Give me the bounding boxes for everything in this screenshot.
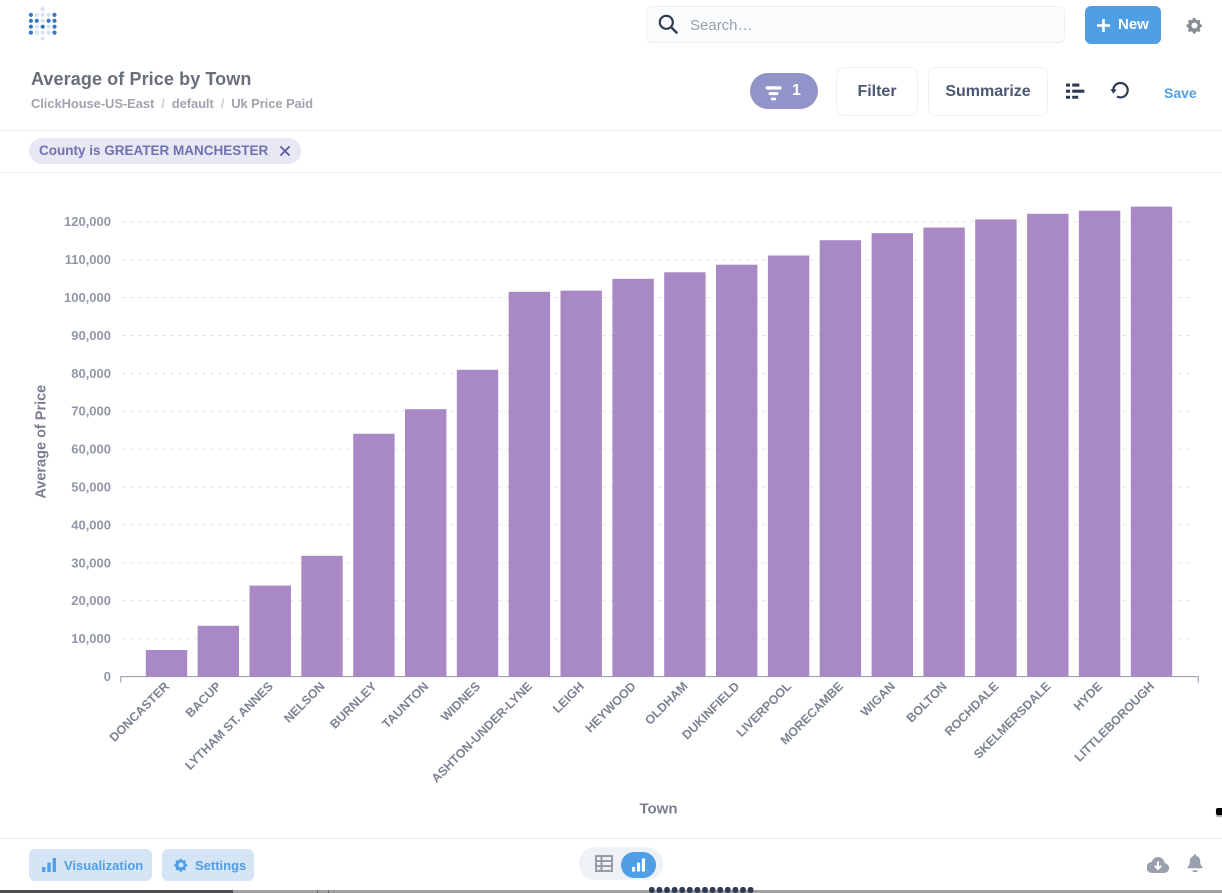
svg-text:HYDE: HYDE	[1071, 679, 1105, 713]
svg-text:WIDNES: WIDNES	[438, 679, 483, 724]
svg-text:50,000: 50,000	[71, 480, 111, 495]
svg-text:OLDHAM: OLDHAM	[642, 679, 690, 727]
svg-text:ASHTON-UNDER-LYNE: ASHTON-UNDER-LYNE	[429, 679, 535, 785]
svg-text:0: 0	[104, 669, 111, 684]
svg-text:10,000: 10,000	[71, 631, 111, 646]
svg-text:110,000: 110,000	[65, 252, 111, 267]
svg-text:TAUNTON: TAUNTON	[379, 679, 431, 731]
svg-text:120,000: 120,000	[64, 214, 111, 229]
svg-text:LEIGH: LEIGH	[550, 679, 587, 716]
svg-text:40,000: 40,000	[71, 517, 111, 532]
svg-text:30,000: 30,000	[71, 555, 111, 570]
svg-text:20,000: 20,000	[71, 593, 111, 608]
svg-text:Average of Price: Average of Price	[34, 385, 50, 499]
svg-text:BOLTON: BOLTON	[904, 679, 950, 725]
svg-text:HEYWOOD: HEYWOOD	[583, 679, 639, 735]
svg-text:BURNLEY: BURNLEY	[327, 679, 380, 732]
svg-text:80,000: 80,000	[71, 366, 111, 381]
svg-text:Town: Town	[639, 801, 677, 818]
svg-text:LYTHAM ST. ANNES: LYTHAM ST. ANNES	[182, 679, 275, 772]
svg-text:100,000: 100,000	[64, 290, 111, 305]
svg-text:WIGAN: WIGAN	[858, 679, 898, 719]
svg-text:90,000: 90,000	[71, 328, 111, 343]
svg-text:60,000: 60,000	[71, 442, 111, 457]
svg-text:70,000: 70,000	[71, 404, 111, 419]
svg-text:BACUP: BACUP	[183, 679, 224, 720]
svg-text:DONCASTER: DONCASTER	[107, 679, 172, 744]
svg-text:NELSON: NELSON	[281, 679, 327, 725]
